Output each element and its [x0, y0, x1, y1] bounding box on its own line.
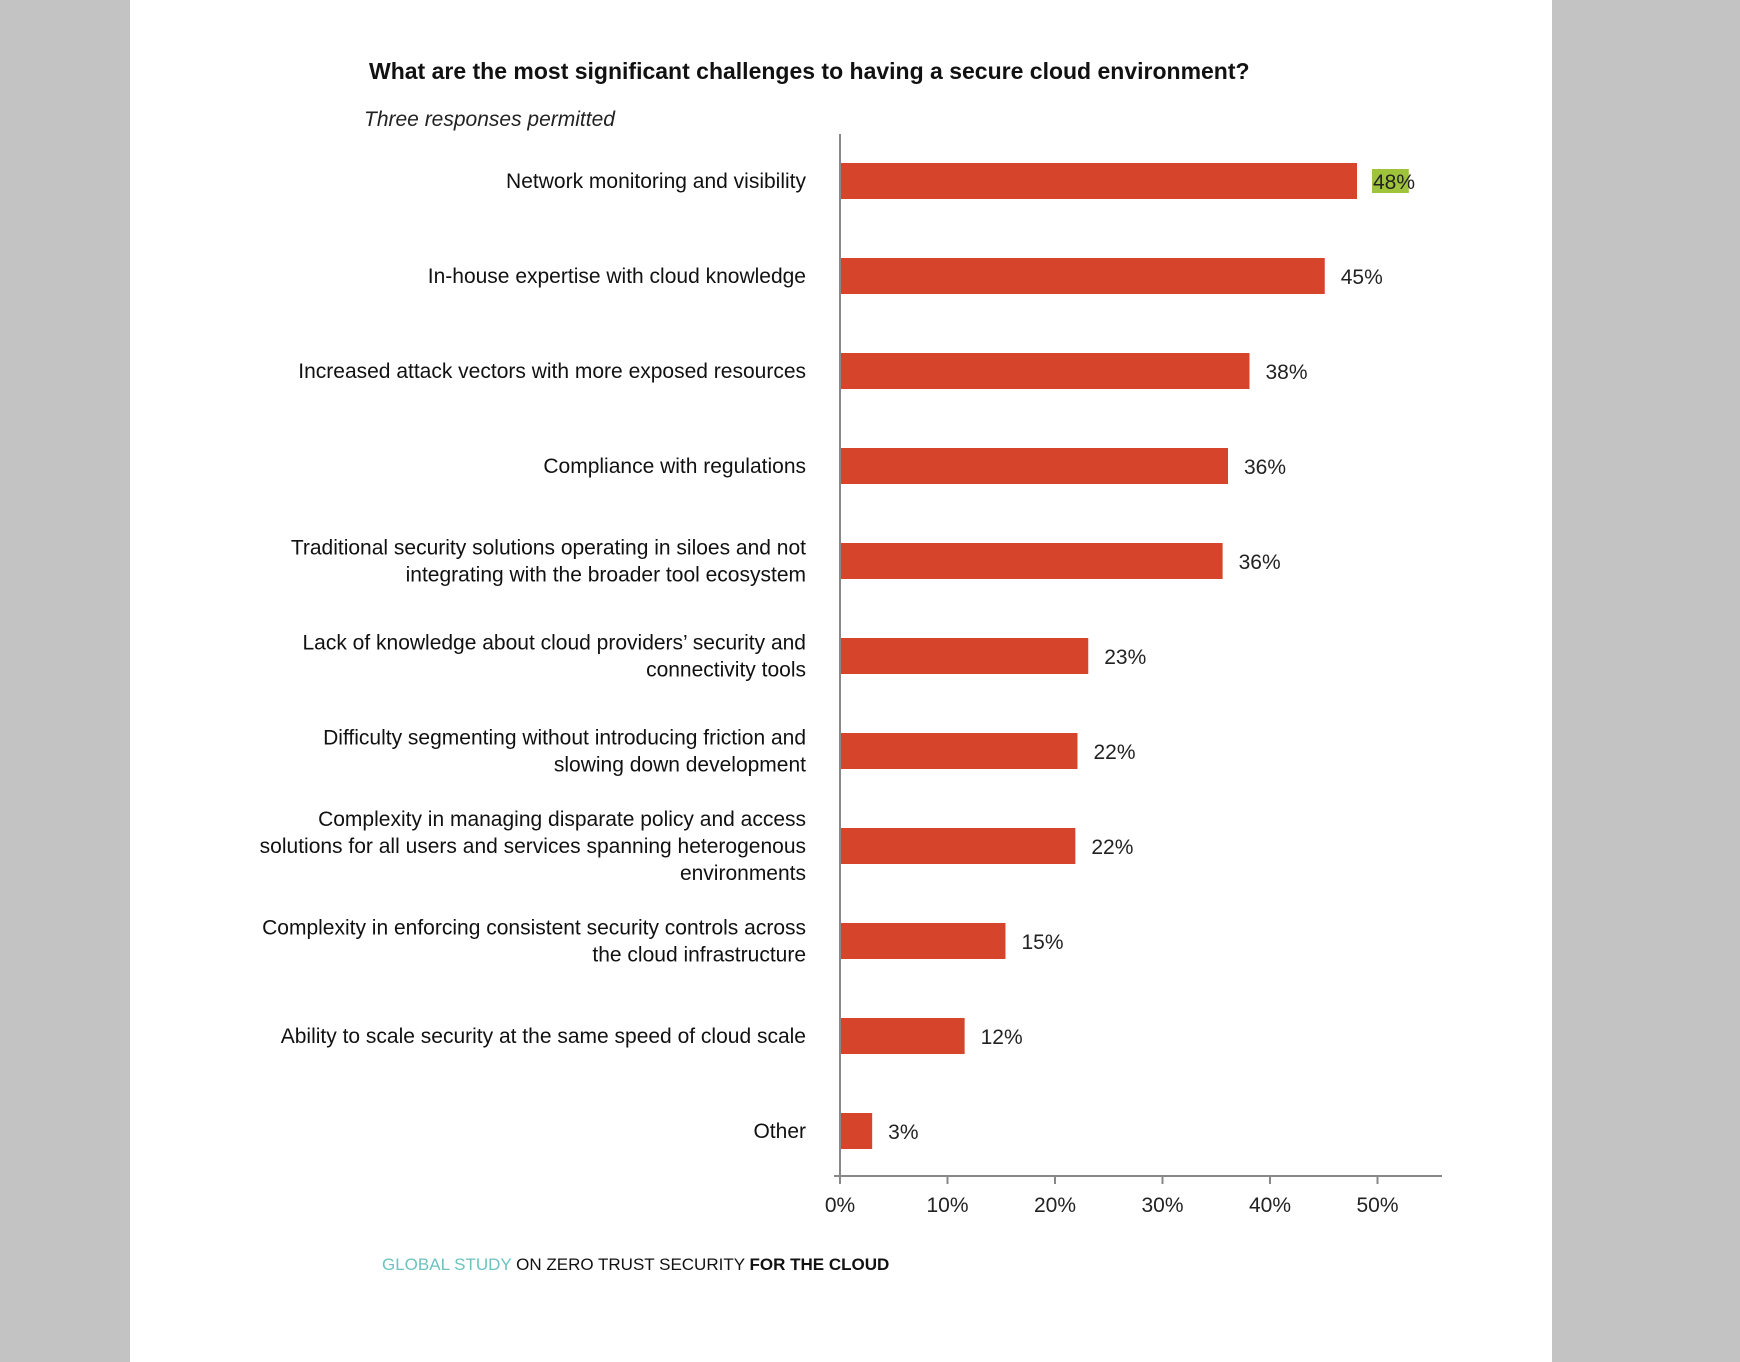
value-highlight	[1372, 169, 1409, 193]
data-label: 45%	[1341, 266, 1383, 289]
data-label: 48%	[1373, 171, 1415, 194]
bar	[841, 353, 1250, 389]
chart-title: What are the most significant challenges…	[369, 58, 1250, 84]
report-footer: GLOBAL STUDY ON ZERO TRUST SECURITY FOR …	[382, 1255, 889, 1275]
category-label: Complexity in enforcing consistent secur…	[262, 917, 806, 967]
x-tick-label: 10%	[926, 1194, 968, 1217]
bar	[841, 163, 1357, 199]
bar	[841, 828, 1076, 864]
category-label-line: Lack of knowledge about cloud providers’…	[302, 632, 806, 655]
category-label-line: Complexity in managing disparate policy …	[318, 808, 806, 831]
x-tick-label: 20%	[1034, 1194, 1076, 1217]
footer-cloud-label: FOR THE CLOUD	[749, 1255, 890, 1274]
bar	[841, 638, 1089, 674]
category-label: Difficulty segmenting without introducin…	[323, 727, 806, 777]
category-label-line: connectivity tools	[646, 659, 806, 682]
category-label-line: Complexity in enforcing consistent secur…	[262, 917, 806, 940]
category-label-line: In-house expertise with cloud knowledge	[428, 265, 806, 288]
footer-topic-label: ON ZERO TRUST SECURITY	[511, 1255, 750, 1274]
category-label-line: Traditional security solutions operating…	[291, 537, 806, 560]
category-label: Increased attack vectors with more expos…	[298, 360, 806, 383]
category-label: Other	[753, 1120, 806, 1143]
data-label: 12%	[981, 1026, 1023, 1049]
category-label-line: environments	[680, 862, 806, 885]
category-label: Traditional security solutions operating…	[291, 537, 806, 587]
bar	[841, 543, 1223, 579]
bar	[841, 258, 1325, 294]
x-tick-label: 40%	[1249, 1194, 1291, 1217]
data-label: 36%	[1244, 456, 1286, 479]
x-tick-label: 50%	[1356, 1194, 1398, 1217]
category-label-line: Compliance with regulations	[543, 455, 806, 478]
category-label-line: Network monitoring and visibility	[506, 170, 806, 193]
footer-study-label: GLOBAL STUDY	[382, 1255, 512, 1274]
category-label: Complexity in managing disparate policy …	[260, 808, 806, 885]
x-tick-label: 30%	[1141, 1194, 1183, 1217]
category-label: Compliance with regulations	[543, 455, 806, 478]
data-label: 36%	[1239, 551, 1281, 574]
data-label: 3%	[888, 1121, 918, 1144]
data-label: 23%	[1104, 646, 1146, 669]
data-label: 38%	[1266, 361, 1308, 384]
report-page: What are the most significant challenges…	[130, 0, 1552, 1362]
x-tick-label: 0%	[825, 1194, 855, 1217]
bar-chart: 0% 10% 20% 30% 40% 50% 48% Network monitoring …	[260, 134, 1442, 1217]
data-label: 15%	[1021, 931, 1063, 954]
category-label-line: the cloud infrastructure	[592, 944, 806, 967]
chart-subtitle: Three responses permitted	[364, 108, 615, 131]
category-label-line: slowing down development	[554, 754, 806, 777]
category-label: Network monitoring and visibility	[506, 170, 806, 193]
bar	[841, 733, 1078, 769]
category-label: Lack of knowledge about cloud providers’…	[302, 632, 806, 682]
bar	[841, 448, 1228, 484]
data-label: 22%	[1094, 741, 1136, 764]
category-label-line: Difficulty segmenting without introducin…	[323, 727, 806, 750]
bar	[841, 1018, 965, 1054]
category-label-line: Ability to scale security at the same sp…	[281, 1025, 806, 1048]
category-label-line: Increased attack vectors with more expos…	[298, 360, 806, 383]
category-label: In-house expertise with cloud knowledge	[428, 265, 806, 288]
bar	[841, 1113, 873, 1149]
category-label-line: Other	[753, 1120, 806, 1143]
category-label-line: integrating with the broader tool ecosys…	[406, 564, 806, 587]
category-label-line: solutions for all users and services spa…	[260, 835, 806, 858]
bar	[841, 923, 1006, 959]
data-label: 22%	[1091, 836, 1133, 859]
category-label: Ability to scale security at the same sp…	[281, 1025, 806, 1048]
